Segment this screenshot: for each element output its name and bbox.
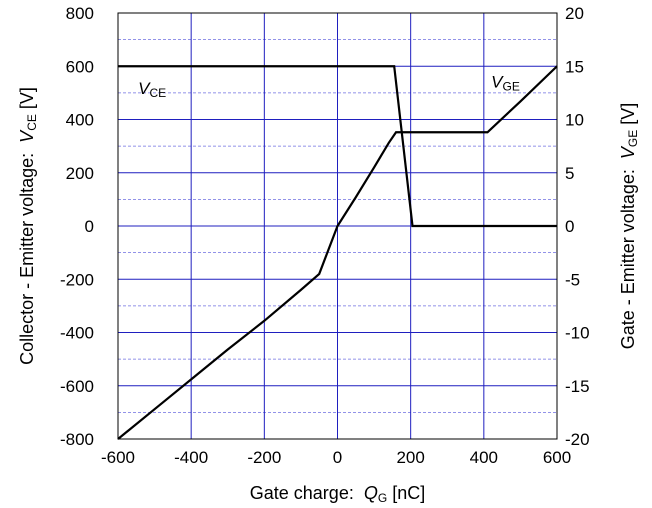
y-left-tick-label: 0 xyxy=(85,217,94,236)
x-tick-label: -400 xyxy=(174,448,208,467)
y-right-axis-label: Gate - Emitter voltage: VGE [V] xyxy=(618,103,640,349)
y-right-tick-label: 5 xyxy=(565,164,574,183)
y-right-axis-label-suffix: [V] xyxy=(618,103,638,130)
annotation-vce: VCE xyxy=(138,79,166,100)
y-right-axis-label-subscript: GE xyxy=(626,130,640,147)
y-right-tick-label: 20 xyxy=(565,4,584,23)
x-axis-label-suffix: [nC] xyxy=(387,483,425,503)
x-axis-label: Gate charge: QG [nC] xyxy=(250,483,425,505)
x-tick-label: 0 xyxy=(333,448,342,467)
y-right-tick-label: -5 xyxy=(565,270,580,289)
x-tick-label: -600 xyxy=(101,448,135,467)
tick-labels: -600 -400 -200 0 200 400 600-800-600-400-20002… xyxy=(60,4,590,467)
y-left-axis-label-prefix: Collector - Emitter voltage: xyxy=(17,143,37,365)
annotation-symbol: V xyxy=(491,73,504,92)
series-lines xyxy=(117,65,558,440)
x-axis-label-symbol: Q xyxy=(364,483,378,503)
y-left-axis-label-suffix: [V] xyxy=(17,87,37,114)
y-left-tick-label: 400 xyxy=(66,111,94,130)
x-tick-label: 600 xyxy=(543,448,571,467)
y-left-axis-label-symbol: V xyxy=(17,129,37,143)
y-right-tick-label: -15 xyxy=(565,377,590,396)
grid xyxy=(118,13,557,439)
y-left-tick-label: -800 xyxy=(60,430,94,449)
y-left-tick-label: 800 xyxy=(66,4,94,23)
y-right-tick-label: -20 xyxy=(565,430,590,449)
y-left-tick-label: -600 xyxy=(60,377,94,396)
y-right-axis-label-symbol: V xyxy=(618,145,638,159)
annotation-subscript: GE xyxy=(502,80,519,94)
x-axis-label-prefix: Gate charge: xyxy=(250,483,364,503)
series-line-vge xyxy=(117,65,558,440)
y-right-tick-label: -10 xyxy=(565,324,590,343)
annotation-symbol: V xyxy=(138,79,151,98)
y-left-tick-label: -200 xyxy=(60,270,94,289)
y-left-axis-label: Collector - Emitter voltage: VCE [V] xyxy=(17,87,39,365)
annotation-vge: VGE xyxy=(491,73,520,94)
y-left-tick-label: -400 xyxy=(60,324,94,343)
y-right-tick-label: 0 xyxy=(565,217,574,236)
y-left-tick-label: 200 xyxy=(66,164,94,183)
series-line-vce xyxy=(118,65,557,228)
y-right-axis-label-prefix: Gate - Emitter voltage: xyxy=(618,159,638,349)
x-tick-label: 400 xyxy=(470,448,498,467)
y-right-tick-label: 15 xyxy=(565,57,584,76)
y-left-tick-label: 600 xyxy=(66,57,94,76)
annotation-subscript: CE xyxy=(149,86,166,100)
y-left-axis-label-subscript: CE xyxy=(25,114,39,131)
x-tick-label: -200 xyxy=(247,448,281,467)
x-axis-label-subscript: G xyxy=(378,491,387,505)
y-right-tick-label: 10 xyxy=(565,111,584,130)
x-tick-label: 200 xyxy=(396,448,424,467)
